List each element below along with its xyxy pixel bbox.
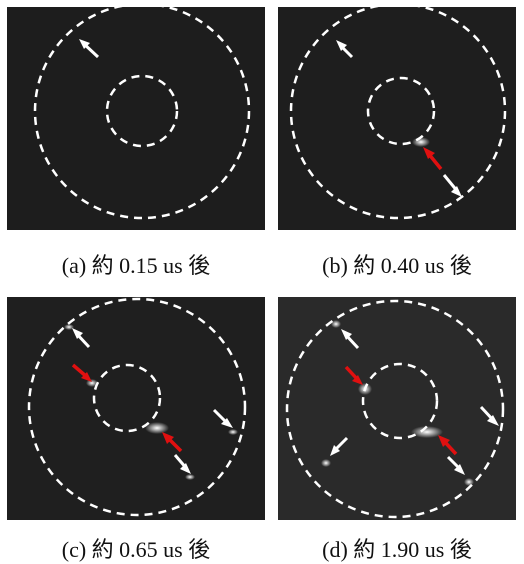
red-arrow-icon: [162, 432, 183, 453]
glow-spot: [464, 478, 474, 486]
red-arrow-icon: [438, 435, 458, 456]
caption-a: (a) 約 0.15 us 後: [61, 253, 211, 278]
outer-dashed-circle: [33, 7, 251, 220]
glow-spot: [145, 422, 169, 434]
panel-b-image: [278, 7, 516, 230]
white-arrow-icon: [341, 329, 360, 350]
inner-dashed-circle: [361, 362, 439, 440]
inner-dashed-circle: [92, 363, 162, 433]
caption-d: (d) 約 1.90 us 後: [322, 537, 472, 562]
panel-c-image: [7, 297, 265, 520]
white-arrow-icon: [79, 39, 100, 59]
panel-a-svg: [33, 7, 251, 220]
white-double-arrow-icon: [173, 454, 191, 474]
glow-spot: [321, 459, 331, 467]
panel-b-svg: [289, 7, 507, 220]
glow-spot: [412, 137, 430, 147]
red-arrow-icon: [423, 147, 443, 171]
inner-dashed-circle: [105, 74, 179, 148]
red-arrow-icon: [71, 363, 92, 382]
outer-dashed-circle: [27, 297, 247, 517]
panel-d-image: [278, 297, 516, 520]
glow-spot: [331, 320, 341, 328]
white-arrow-icon: [212, 408, 233, 428]
white-arrow-icon: [330, 436, 349, 456]
white-double-arrow-icon: [442, 174, 462, 197]
white-arrow-icon: [479, 405, 499, 426]
panel-d-svg: [285, 299, 505, 519]
white-arrow-icon: [72, 328, 91, 349]
glow-spot: [185, 474, 195, 480]
inner-dashed-circle: [366, 76, 436, 146]
caption-c: (c) 約 0.65 us 後: [61, 537, 211, 562]
red-arrow-icon: [344, 365, 363, 385]
white-double-arrow-icon: [446, 455, 465, 475]
glow-spot: [64, 324, 74, 330]
glow-spot: [228, 429, 238, 435]
white-arrow-icon: [336, 40, 354, 59]
outer-dashed-circle: [289, 7, 507, 220]
glow-spot: [358, 383, 372, 395]
panel-a-image: [7, 7, 265, 230]
glow-spot: [86, 379, 98, 387]
caption-b: (b) 約 0.40 us 後: [322, 253, 472, 278]
outer-dashed-circle: [285, 299, 505, 519]
panel-c-svg: [27, 297, 247, 517]
glow-spot: [411, 426, 443, 438]
